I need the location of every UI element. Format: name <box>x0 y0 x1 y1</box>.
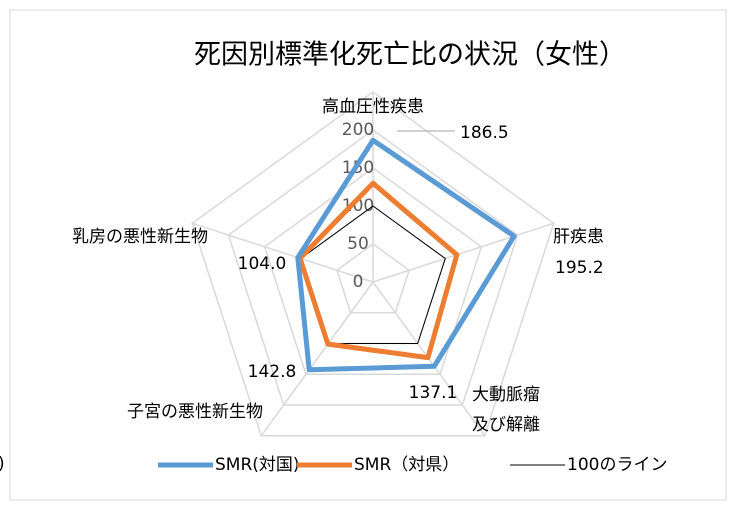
category-label: 乳房の悪性新生物 <box>72 227 208 247</box>
spoke <box>192 222 374 283</box>
chart-frame <box>9 9 727 501</box>
grid-ring <box>335 243 411 314</box>
grid-ring <box>227 129 519 406</box>
data-label: 137.1 <box>409 383 458 403</box>
grid-ring <box>263 167 483 375</box>
r-tick-label: 0 <box>353 272 364 292</box>
data-label: 104.0 <box>238 254 287 274</box>
data-label: 142.8 <box>248 362 297 382</box>
legend-label: 100のライン <box>567 455 667 475</box>
grid-ring <box>191 91 555 437</box>
chart-title: 死因別標準化死亡比の状況（女性） <box>194 40 626 71</box>
spoke <box>372 222 554 283</box>
series-line <box>300 205 446 344</box>
legend-label: SMR(対国) <box>215 455 300 475</box>
clipped-text: ) <box>0 454 5 474</box>
category-label: 高血圧性疾患 <box>322 97 424 117</box>
r-tick-label: 200 <box>342 120 374 140</box>
category-label: 子宮の悪性新生物 <box>127 402 263 422</box>
category-label: 大動脈瘤 及び解離 <box>472 385 540 435</box>
r-tick-label: 50 <box>347 234 369 254</box>
category-label: 肝疾患 <box>553 227 604 247</box>
data-label: 195.2 <box>555 258 604 278</box>
data-label: 186.5 <box>460 123 509 143</box>
legend-label: SMR（対県） <box>354 455 459 475</box>
series-line <box>297 180 460 361</box>
spoke <box>260 281 374 437</box>
series-line <box>295 137 517 373</box>
